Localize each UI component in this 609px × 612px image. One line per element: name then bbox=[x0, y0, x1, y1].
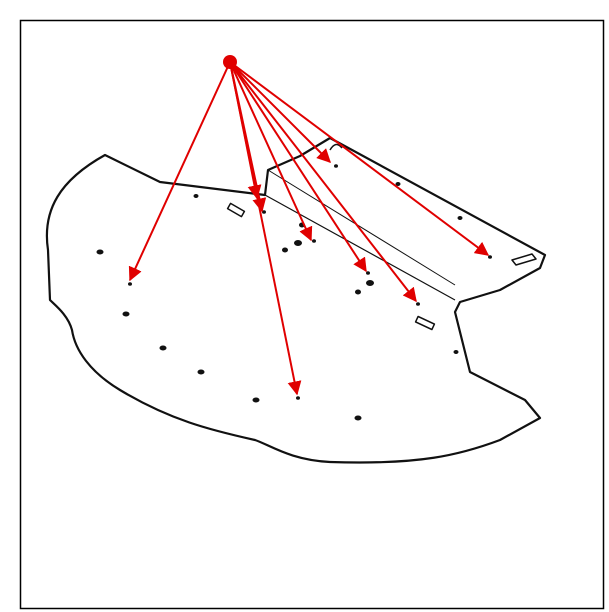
hole bbox=[453, 350, 459, 354]
hole bbox=[312, 239, 316, 243]
hole bbox=[252, 397, 260, 403]
hole bbox=[122, 311, 130, 317]
hole bbox=[128, 282, 132, 286]
origin-point bbox=[223, 55, 237, 69]
arrow bbox=[229, 61, 490, 256]
panel-drawing bbox=[45, 136, 547, 464]
arrows bbox=[128, 61, 490, 396]
hole bbox=[197, 369, 205, 375]
hole bbox=[296, 396, 300, 400]
hole bbox=[366, 280, 374, 286]
hole bbox=[193, 194, 199, 198]
slot bbox=[414, 315, 436, 331]
frame bbox=[19, 19, 605, 610]
hole bbox=[294, 240, 302, 246]
hole bbox=[457, 216, 463, 220]
hole bbox=[395, 182, 401, 186]
hole bbox=[366, 271, 370, 275]
arrow bbox=[128, 61, 231, 282]
fold-line bbox=[267, 169, 456, 286]
hole bbox=[488, 255, 492, 259]
hole bbox=[96, 249, 104, 255]
holes bbox=[96, 164, 492, 421]
hole bbox=[159, 345, 167, 351]
hole bbox=[416, 302, 420, 306]
hole bbox=[282, 247, 288, 253]
hole bbox=[355, 289, 361, 295]
panel-outline bbox=[45, 136, 547, 464]
hole bbox=[334, 164, 338, 168]
arrow bbox=[229, 61, 313, 242]
slot bbox=[511, 253, 537, 266]
hole bbox=[354, 415, 362, 421]
arrow bbox=[229, 61, 417, 303]
fold-line bbox=[264, 194, 456, 301]
slot bbox=[226, 202, 246, 218]
arrow bbox=[229, 61, 331, 163]
tab bbox=[329, 143, 343, 151]
arrow bbox=[229, 61, 367, 273]
arrow bbox=[229, 61, 262, 200]
